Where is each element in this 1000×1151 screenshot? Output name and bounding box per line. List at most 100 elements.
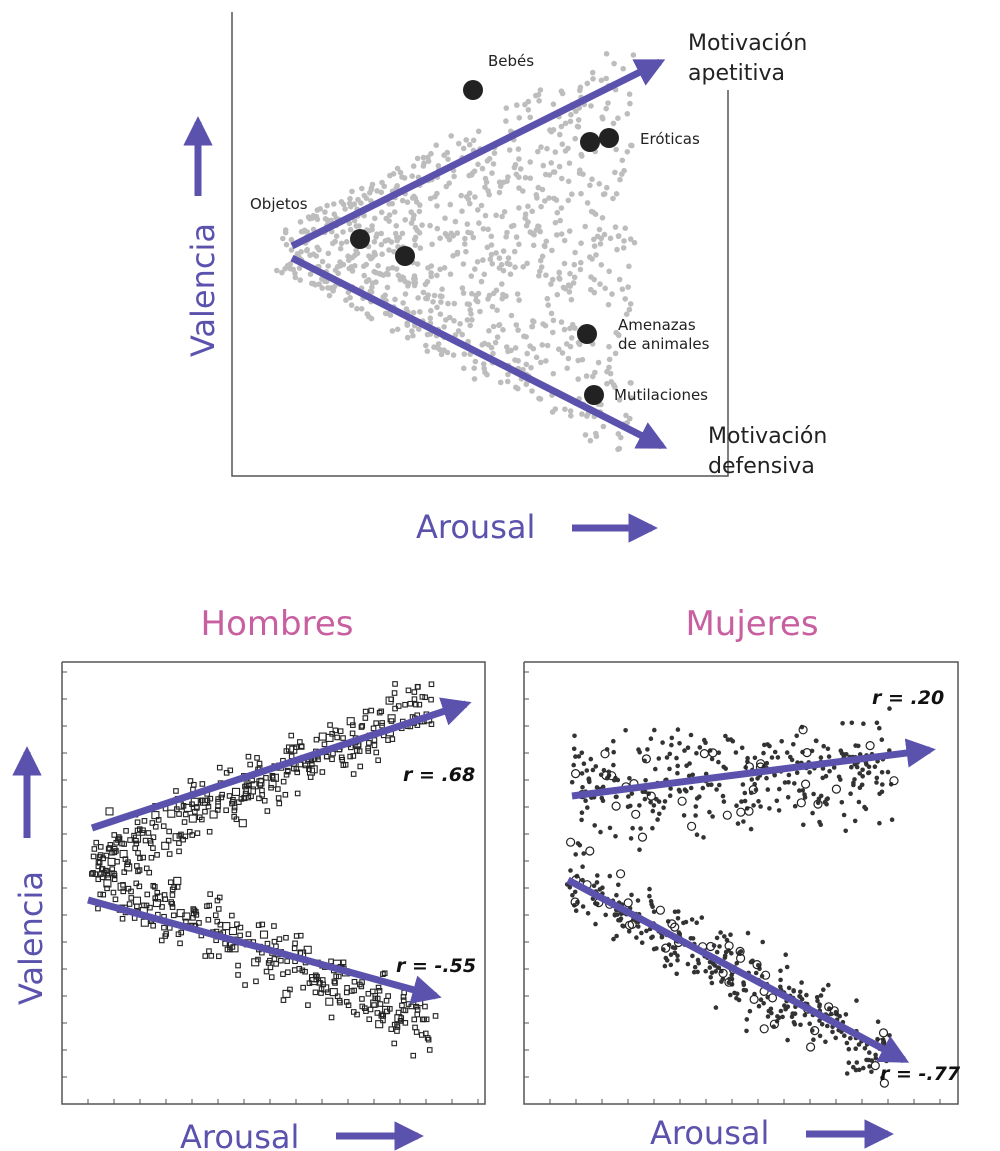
scatter-point [464, 301, 471, 307]
scatter-point [388, 1026, 395, 1032]
scatter-point [568, 413, 574, 419]
scatter-point [282, 227, 289, 233]
scatter-point [511, 248, 518, 255]
scatter-point [635, 898, 641, 903]
scatter-point [231, 787, 241, 796]
scatter-point [391, 1040, 398, 1047]
scatter-point [437, 235, 443, 241]
scatter-point [273, 961, 279, 967]
scatter-point [134, 819, 141, 826]
scatter-point [538, 203, 544, 210]
scatter-point [478, 202, 485, 209]
scatter-point [589, 176, 595, 182]
scatter-point [677, 741, 682, 746]
scatter-point [872, 764, 878, 769]
scatter-point [875, 1019, 881, 1024]
scatter-point [584, 413, 590, 419]
scatter-point [193, 912, 200, 918]
scatter-point [758, 997, 764, 1002]
hombres-title: Hombres [201, 604, 354, 644]
scatter-point [527, 229, 534, 235]
scatter-point [366, 740, 372, 746]
scatter-point [604, 747, 610, 752]
scatter-point [580, 171, 586, 177]
scatter-point [298, 249, 304, 255]
scatter-point [205, 916, 212, 923]
scatter-point [398, 1015, 405, 1021]
scatter-point [133, 837, 139, 844]
scatter-point [93, 839, 100, 846]
scatter-point [676, 930, 682, 935]
scatter-point [547, 127, 553, 133]
scatter-point [484, 371, 490, 378]
scatter-point [122, 856, 129, 862]
scatter-point [120, 888, 127, 895]
scatter-point [765, 1014, 771, 1019]
scatter-point [417, 202, 423, 208]
scatter-point [205, 803, 212, 810]
scatter-point [319, 285, 326, 291]
scatter-point [111, 876, 118, 883]
scatter-point [642, 789, 648, 795]
scatter-point [377, 1001, 384, 1007]
scatter-point [777, 786, 782, 792]
scatter-point [549, 276, 556, 283]
scatter-point [626, 306, 633, 313]
scatter-point [599, 215, 606, 221]
scatter-point [849, 720, 855, 726]
scatter-point [879, 770, 885, 775]
scatter-point [554, 209, 561, 216]
scatter-point [561, 260, 568, 267]
mujeres-plot-frame [523, 661, 959, 1105]
scatter-point [336, 997, 343, 1004]
scatter-point [490, 350, 496, 357]
scatter-point [856, 743, 861, 749]
scatter-point [386, 212, 393, 218]
scatter-point [470, 137, 477, 144]
scatter-point [794, 770, 800, 776]
scatter-point [500, 267, 507, 274]
scatter-point [611, 749, 616, 755]
scatter-point [627, 415, 633, 422]
scatter-point [568, 296, 575, 303]
scatter-point [591, 276, 597, 283]
scatter-point [865, 740, 875, 751]
scatter-point [196, 920, 202, 926]
scatter-point [294, 769, 301, 776]
scatter-point [150, 882, 157, 889]
scatter-point [91, 846, 98, 852]
scatter-point [786, 780, 791, 785]
scatter-point [601, 231, 608, 238]
scatter-point [748, 826, 754, 832]
scatter-point [104, 885, 110, 892]
scatter-point [471, 376, 478, 382]
scatter-point [568, 335, 575, 341]
scatter-point [363, 278, 370, 285]
scatter-point [798, 1022, 803, 1028]
scatter-point [741, 987, 747, 993]
category-point [395, 246, 415, 266]
scatter-point [600, 116, 606, 122]
scatter-point [749, 777, 755, 782]
scatter-point [817, 1004, 822, 1009]
scatter-point [222, 922, 231, 931]
scatter-point [694, 751, 699, 756]
scatter-point [180, 803, 187, 809]
scatter-point [738, 949, 744, 954]
scatter-point [279, 269, 285, 276]
scatter-point [669, 742, 674, 748]
scatter-point [536, 273, 542, 279]
scatter-point [550, 329, 556, 336]
scatter-point [619, 286, 626, 293]
scatter-point [410, 309, 417, 316]
scatter-point [305, 1002, 311, 1008]
scatter-point [622, 225, 628, 231]
scatter-point [349, 730, 356, 737]
scatter-point [214, 918, 221, 925]
scatter-point [772, 749, 778, 755]
scatter-point [556, 163, 563, 170]
scatter-point [616, 882, 621, 888]
scatter-point [116, 835, 123, 842]
scatter-point [786, 772, 792, 778]
scatter-point [340, 229, 346, 235]
